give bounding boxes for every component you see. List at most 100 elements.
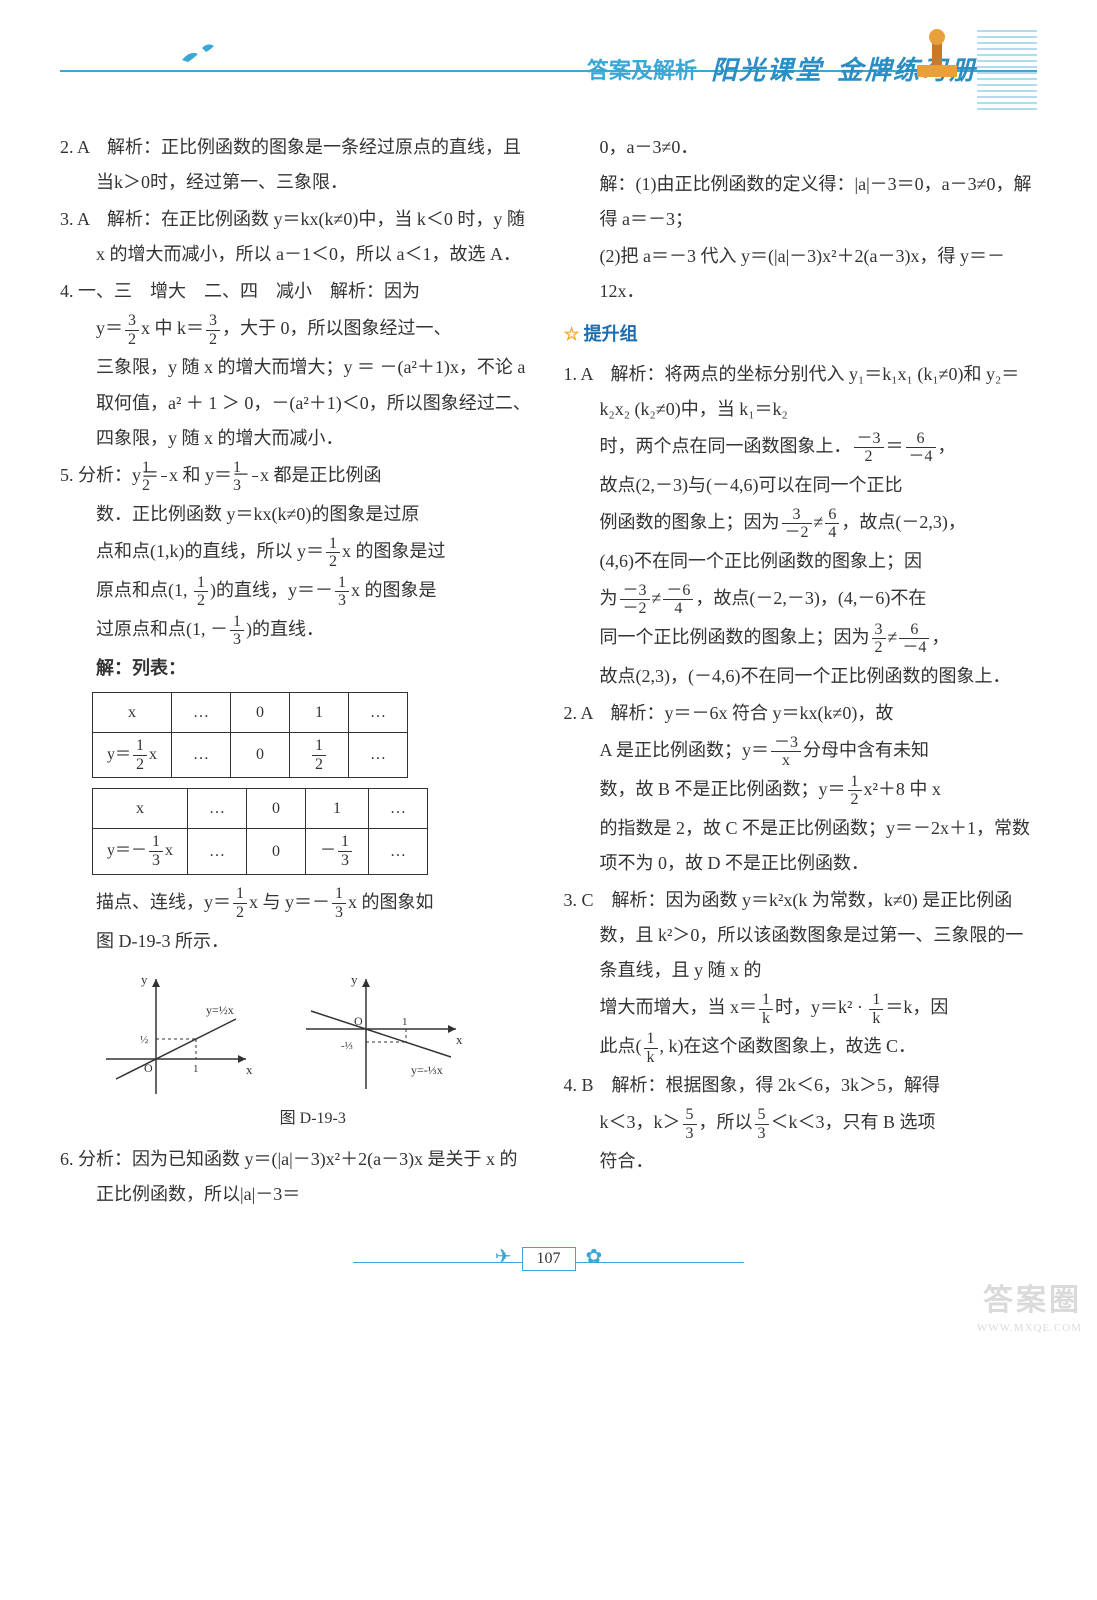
- q5-after1: 描点、连线，y＝12x 与 y＝－13x 的图象如: [60, 885, 534, 922]
- svg-text:y: y: [141, 972, 148, 987]
- page: 答案及解析 阳光课堂 金牌练习册 2. A 解析：正比例函数的图象是一条经过原点…: [0, 0, 1097, 1334]
- t: ，所以: [699, 1112, 753, 1132]
- t: x 的图象是过: [342, 541, 446, 561]
- frac: 3－2: [782, 506, 812, 542]
- content-columns: 2. A 解析：正比例函数的图象是一条经过原点的直线，且当k＞0时，经过第一、三…: [60, 130, 1037, 1214]
- frac: －64: [663, 582, 693, 618]
- t: 过原点和点: [96, 619, 186, 639]
- q5-after2: 图 D-19-3 所示．: [60, 924, 534, 959]
- t: 描点、连线，y＝: [96, 892, 231, 912]
- header-title-1: 阳光课堂: [711, 50, 823, 87]
- p2d: 的指数是 2，故 C 不是正比例函数；y＝－2x＋1，常数项不为 0，故 D 不…: [564, 811, 1038, 881]
- svg-text:y=-⅓x: y=-⅓x: [411, 1063, 443, 1077]
- q4-body1: y＝32x 中 k＝32，大于 0，所以图象经过一、: [60, 311, 534, 348]
- graphs: x y O ½ 1 y=½x x y O: [96, 969, 534, 1099]
- q3: 3. A 解析：在正比例函数 y＝kx(k≠0)中，当 k＜0 时，y 随 x …: [60, 202, 534, 272]
- p1a: 1. A 解析：将两点的坐标分别代入 y₁＝k₁x₁ (k₁≠0)和 y₂＝k₂…: [564, 357, 1038, 427]
- t: 时，两个点在同一函数图象上．: [600, 436, 852, 456]
- table-row: y＝12x … 0 12 …: [93, 732, 408, 777]
- section-label: 提升组: [584, 324, 638, 344]
- svg-text:y=½x: y=½x: [206, 1003, 234, 1017]
- cell: x: [93, 692, 172, 732]
- t: 的直线，y＝－: [216, 580, 333, 600]
- cell: …: [349, 732, 408, 777]
- cell: …: [369, 829, 428, 874]
- header-subtitle: 答案及解析: [587, 53, 697, 85]
- t: x²＋8 中 x: [864, 779, 941, 799]
- t: 数，故 B 不是正比例函数；y＝: [600, 779, 846, 799]
- page-footer: ✈ 107 ✿: [60, 1244, 1037, 1294]
- p1d: 例函数的图象上；因为3－2≠64，故点(－2,3)，: [564, 505, 1038, 542]
- frac: 12: [233, 885, 247, 921]
- frac: 12: [194, 574, 208, 610]
- frac-1-2: 12: [161, 459, 167, 495]
- t: 在这个函数图象上，故选 C．: [684, 1036, 917, 1056]
- t: ，大于 0，所以图象经过一、: [222, 318, 452, 338]
- q5-lead: 5. 分析：y＝12x 和 y＝－13x 都是正比例函: [60, 458, 534, 495]
- p3c: 此点(1k, k)在这个函数图象上，故选 C．: [564, 1029, 1038, 1066]
- cell: 0: [247, 789, 306, 829]
- right-column: 0，a－3≠0． 解：(1)由正比例函数的定义得：|a|－3＝0，a－3≠0，解…: [564, 130, 1038, 1214]
- p1c: 故点(2,－3)与(－4,6)可以在同一个正比: [564, 468, 1038, 503]
- watermark: 答案圈: [983, 1275, 1082, 1319]
- t: 时，y＝k² ·: [775, 997, 867, 1017]
- svg-text:-⅓: -⅓: [341, 1040, 353, 1052]
- r0b: 解：(1)由正比例函数的定义得：|a|－3＝0，a－3≠0，解得 a＝－3；: [564, 167, 1038, 237]
- cell: －13: [306, 829, 369, 874]
- cell: 0: [231, 732, 290, 777]
- t: x 与 y＝－: [249, 892, 330, 912]
- p1e: (4,6)不在同一个正比例函数的图象上；因: [564, 544, 1038, 579]
- cell: y＝－13x: [93, 829, 188, 874]
- q4-lead: 4. 一、三 增大 二、四 减小 解析：因为: [60, 274, 534, 309]
- svg-text:1: 1: [402, 1016, 408, 1028]
- table-row: x … 0 1 …: [93, 789, 428, 829]
- p1f: 为－3－2≠－64，故点(－2,－3)，(4,－6)不在: [564, 581, 1038, 618]
- t: ，故点(－2,3)，: [841, 512, 966, 532]
- plane-icon: ✈: [495, 1246, 512, 1268]
- frac: 13: [335, 574, 349, 610]
- page-header: 答案及解析 阳光课堂 金牌练习册: [60, 30, 1037, 110]
- cell: 0: [231, 692, 290, 732]
- svg-text:x: x: [246, 1062, 253, 1077]
- t: k＜3，k＞: [600, 1112, 681, 1132]
- svg-text:y: y: [351, 972, 358, 987]
- q2: 2. A 解析：正比例函数的图象是一条经过原点的直线，且当k＞0时，经过第一、三…: [60, 130, 534, 200]
- star-icon: ☆: [564, 324, 580, 344]
- frac: 1k: [869, 991, 883, 1027]
- pinwheel-icon: ✿: [586, 1246, 603, 1268]
- p3a: 3. C 解析：因为函数 y＝k²x(k 为常数，k≠0) 是正比例函数，且 k…: [564, 883, 1038, 988]
- p4c: 符合．: [564, 1144, 1038, 1179]
- bird-icon: [180, 40, 220, 77]
- frac-3-2: 32: [125, 312, 139, 348]
- q5-body2: 点和点(1,k)的直线，所以 y＝12x 的图象是过: [60, 534, 534, 571]
- frac-1-3: 13: [252, 459, 258, 495]
- t: 的直线．: [252, 619, 324, 639]
- table-1: x … 0 1 … y＝12x … 0 12 …: [92, 692, 408, 778]
- cell: x: [93, 789, 188, 829]
- t: ，: [938, 436, 956, 456]
- table-row: y＝－13x … 0 －13 …: [93, 829, 428, 874]
- t: 此点: [600, 1036, 636, 1056]
- q5-solve: 解：列表：: [60, 651, 534, 686]
- t: A 是正比例函数；y＝: [600, 740, 770, 760]
- q5-body4: 过原点和点(1, －13)的直线．: [60, 612, 534, 649]
- t: ，故点(－2,－3)，(4,－6)不在: [695, 588, 926, 608]
- telescope-icon: [907, 25, 967, 85]
- t: y＝: [96, 318, 123, 338]
- q5-body1: 数．正比例函数 y＝kx(k≠0)的图象是过原: [60, 497, 534, 532]
- t: 同一个正比例函数的图象上；因为: [600, 627, 870, 647]
- frac: 53: [683, 1106, 697, 1142]
- frac: 13: [230, 613, 244, 649]
- graph-2: x y O -⅓ 1 y=-⅓x: [296, 969, 466, 1099]
- cell: …: [188, 829, 247, 874]
- t: 分母中含有未知: [803, 740, 929, 760]
- left-column: 2. A 解析：正比例函数的图象是一条经过原点的直线，且当k＞0时，经过第一、三…: [60, 130, 534, 1214]
- p4b: k＜3，k＞53，所以53＜k＜3，只有 B 选项: [564, 1105, 1038, 1142]
- p3b: 增大而增大，当 x＝1k时，y＝k² · 1k＝k，因: [564, 990, 1038, 1027]
- p2a: 2. A 解析：y＝－6x 符合 y＝kx(k≠0)，故: [564, 696, 1038, 731]
- t: x 的图象如: [348, 892, 434, 912]
- cell: …: [172, 692, 231, 732]
- frac: 1k: [644, 1030, 658, 1066]
- t: x 都是正比例函: [260, 465, 382, 485]
- p4a: 4. B 解析：根据图象，得 2k＜6，3k＞5，解得: [564, 1068, 1038, 1103]
